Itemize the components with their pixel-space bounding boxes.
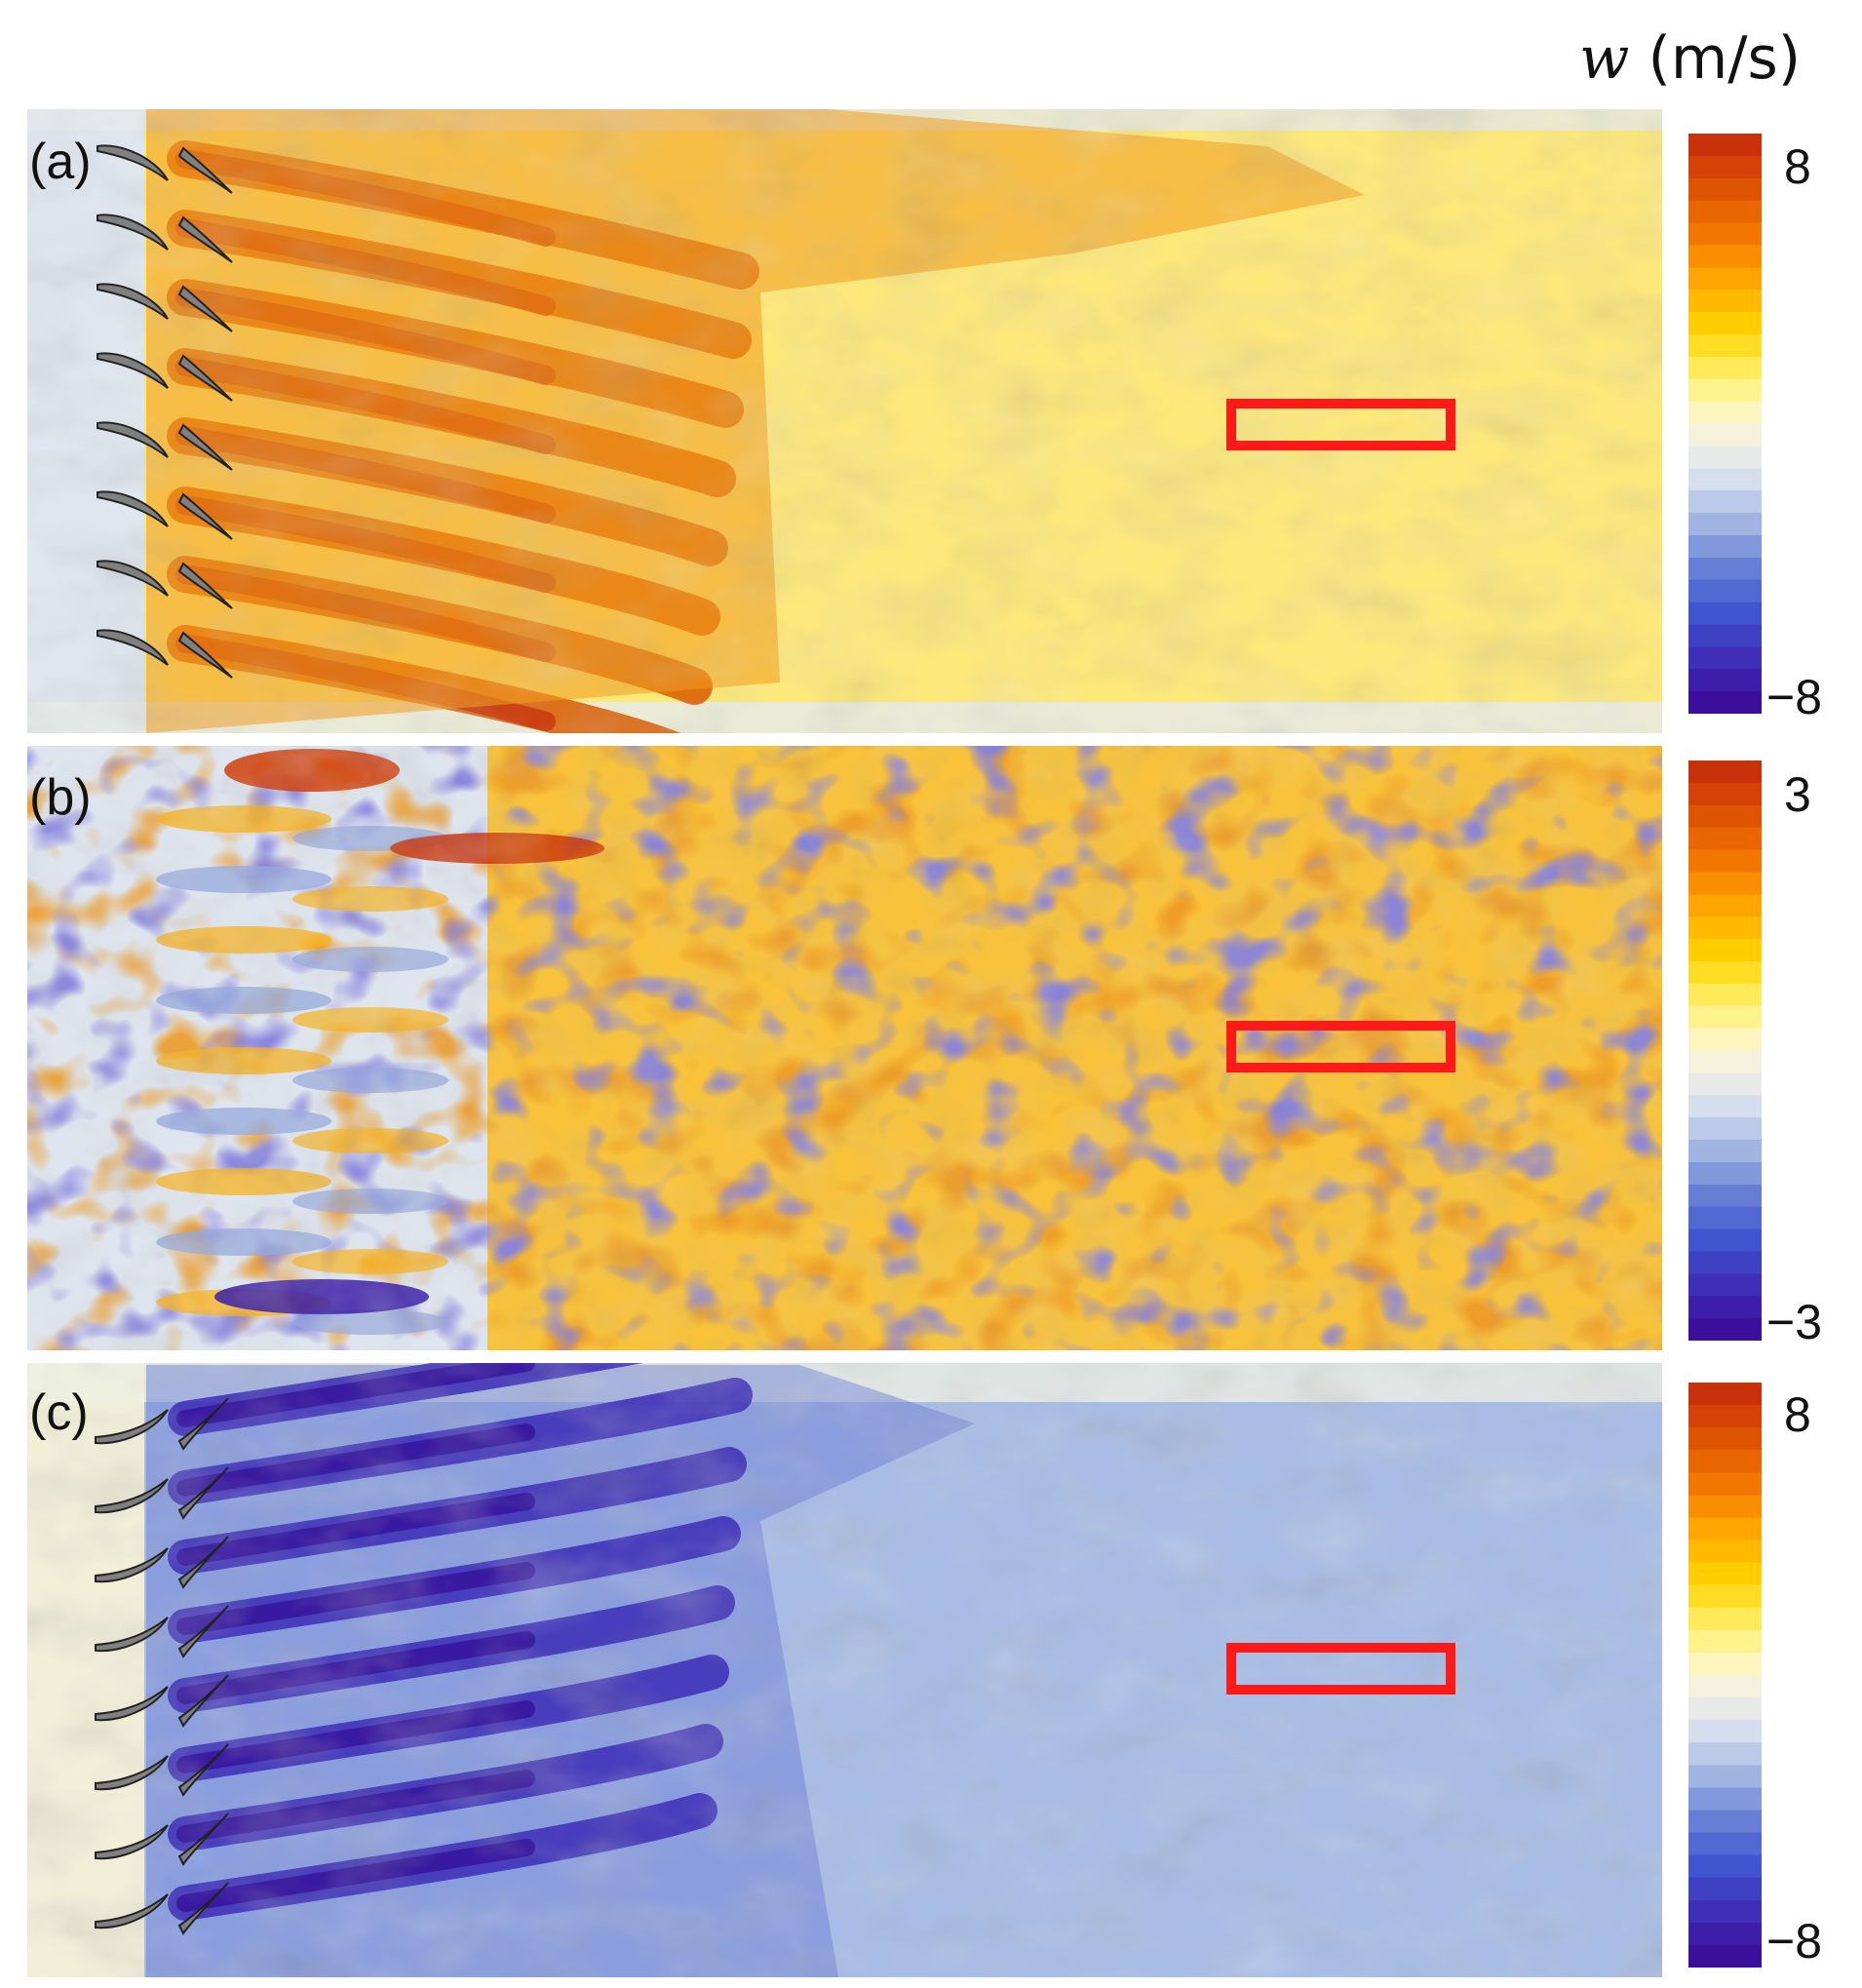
panel-a-highlight-box — [1226, 399, 1455, 450]
guide-vane — [97, 352, 169, 389]
colorbar-a-bar — [1688, 134, 1762, 714]
colorbar-a-min-label: −8 — [1766, 670, 1822, 724]
colorbar-title: w (m/s) — [1579, 19, 1801, 97]
guide-vane — [97, 144, 169, 181]
variable-symbol: w — [1579, 24, 1630, 93]
guide-vane — [95, 1409, 169, 1445]
panel-b-field — [27, 746, 1662, 1350]
unit-label: (m/s) — [1648, 24, 1802, 93]
guide-vane — [97, 214, 169, 251]
rotor-blade — [177, 354, 233, 402]
guide-vane — [95, 1824, 169, 1860]
guide-vane — [97, 421, 169, 458]
guide-vane — [95, 1478, 169, 1514]
panel-a-label: (a) — [29, 134, 92, 190]
colorbar-c-max-label: 8 — [1784, 1387, 1811, 1442]
colorbar-b: 3 −3 — [1688, 760, 1822, 1349]
panel-c-label: (c) — [29, 1384, 89, 1441]
panel-b-label: (b) — [29, 769, 92, 826]
rotor-blade — [177, 1882, 229, 1935]
colorbar-c: 8 −8 — [1688, 1383, 1822, 1969]
guide-vane — [95, 1893, 169, 1930]
guide-vane — [95, 1617, 169, 1653]
colorbar-a: 8 −8 — [1688, 134, 1822, 724]
rotor-blade — [177, 1813, 229, 1866]
rotor-blade — [177, 1466, 229, 1520]
guide-vane — [95, 1686, 169, 1722]
rotor-blade — [177, 215, 233, 263]
panel-b: (b) — [27, 746, 1662, 1350]
panel-a-blade-row — [97, 144, 233, 679]
rotor-blade — [177, 1674, 229, 1728]
guide-vane — [95, 1547, 169, 1583]
panel-c-field — [27, 1363, 1662, 1977]
panel-c-blade-row — [95, 1397, 229, 1935]
rotor-blade — [177, 423, 233, 471]
colorbar-c-min-label: −8 — [1766, 1914, 1822, 1969]
guide-vane — [97, 560, 169, 597]
rotor-blade — [177, 1743, 229, 1797]
colorbar-a-max-label: 8 — [1784, 139, 1811, 194]
rotor-blade — [177, 146, 233, 194]
colorbar-b-max-label: 3 — [1784, 767, 1811, 822]
guide-vane — [97, 490, 169, 527]
panel-a-field — [27, 109, 1662, 733]
colorbar-b-min-label: −3 — [1766, 1295, 1822, 1349]
panel-c: (c) — [27, 1363, 1662, 1977]
panel-b-highlight-box — [1226, 1021, 1455, 1072]
colorbar-c-bar — [1688, 1383, 1762, 1968]
colorbar-b-bar — [1688, 760, 1762, 1341]
rotor-blade — [177, 1397, 229, 1451]
guide-vane — [97, 629, 169, 666]
rotor-blade — [177, 562, 233, 609]
rotor-blade — [177, 492, 233, 540]
rotor-blade — [177, 285, 233, 332]
guide-vane — [95, 1755, 169, 1791]
rotor-blade — [177, 1605, 229, 1658]
panel-a: (a) — [27, 109, 1662, 733]
guide-vane — [97, 283, 169, 320]
panel-c-highlight-box — [1226, 1643, 1455, 1695]
rotor-blade — [177, 1536, 229, 1589]
rotor-blade — [177, 631, 233, 679]
